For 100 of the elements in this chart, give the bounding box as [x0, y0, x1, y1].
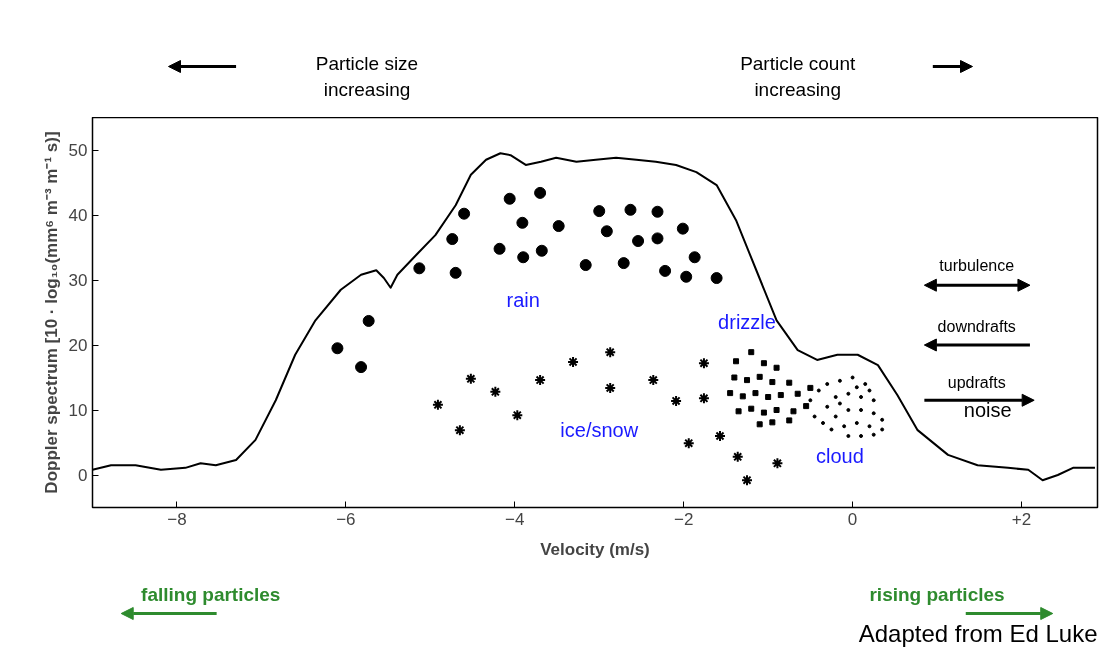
point — [682, 437, 695, 450]
point — [867, 388, 872, 393]
point — [752, 390, 759, 397]
point — [786, 379, 793, 386]
point — [731, 450, 744, 463]
point — [807, 384, 814, 391]
point — [659, 264, 672, 277]
point — [676, 222, 689, 235]
annotation: cloud — [816, 444, 864, 467]
annotation: downdrafts — [937, 318, 1016, 336]
annotation: rain — [506, 288, 540, 311]
point — [458, 207, 471, 220]
point — [449, 266, 462, 279]
point — [431, 398, 444, 411]
point — [837, 378, 842, 383]
point — [786, 417, 793, 424]
annotation: noise — [963, 399, 1012, 421]
point — [821, 421, 826, 425]
point — [733, 358, 740, 365]
point — [464, 372, 477, 385]
point — [808, 398, 813, 403]
point — [773, 364, 780, 371]
point — [446, 233, 459, 246]
point — [632, 235, 645, 247]
point — [769, 379, 776, 386]
point — [735, 408, 742, 415]
x-axis-title: Velocity (m/s) — [540, 539, 650, 559]
annotation: updrafts — [947, 374, 1006, 392]
point — [552, 220, 565, 233]
point — [816, 388, 821, 393]
point — [731, 374, 738, 381]
point — [859, 395, 864, 399]
text: Particle count increasing — [740, 53, 856, 100]
x-tick-label: 0 — [847, 509, 858, 529]
point — [854, 421, 859, 425]
point — [680, 270, 693, 283]
point — [825, 404, 830, 409]
point — [777, 392, 784, 399]
point — [600, 225, 613, 238]
point — [771, 457, 784, 470]
x-tick-label: −8 — [167, 509, 187, 529]
point — [535, 244, 548, 257]
point — [859, 408, 864, 412]
point — [833, 414, 838, 419]
point — [624, 203, 637, 216]
point — [842, 424, 847, 429]
text: Particle size increasing — [315, 53, 419, 100]
point — [593, 205, 606, 218]
point — [534, 186, 547, 199]
point — [710, 272, 723, 285]
point — [413, 262, 426, 275]
point — [850, 375, 855, 380]
annotation: turbulence — [939, 257, 1015, 275]
point — [604, 346, 617, 359]
point — [790, 408, 797, 415]
point — [493, 242, 506, 255]
point — [503, 192, 516, 205]
point — [756, 373, 763, 380]
point — [794, 390, 801, 397]
point — [688, 251, 701, 264]
y-tick-label: 50 — [68, 141, 88, 160]
point — [829, 427, 834, 432]
point — [697, 357, 710, 370]
text: Adapted from Ed Luke — [858, 620, 1098, 647]
text: rising particles — [869, 584, 1005, 605]
point — [765, 394, 772, 400]
y-tick-label: 0 — [78, 466, 88, 485]
point — [854, 385, 859, 390]
point — [748, 349, 755, 356]
point — [867, 424, 872, 429]
point — [859, 434, 864, 438]
point — [760, 409, 767, 416]
x-tick-label: −2 — [673, 509, 694, 529]
x-tick-label: −4 — [505, 509, 525, 529]
point — [773, 407, 780, 413]
y-tick-label: 20 — [68, 336, 88, 355]
point — [579, 259, 592, 272]
point — [727, 390, 734, 397]
point — [516, 216, 529, 229]
point — [651, 232, 664, 245]
point — [846, 408, 851, 412]
point — [697, 392, 710, 405]
y-axis-title: Doppler spectrum [10 · log₁₀(mm⁶ m⁻³ m⁻¹ s)] — [41, 131, 61, 494]
point — [846, 391, 851, 396]
point — [362, 314, 375, 327]
point — [863, 382, 868, 386]
point — [833, 395, 838, 399]
point — [812, 414, 817, 419]
point — [489, 385, 502, 398]
point — [871, 411, 876, 416]
y-tick-label: 10 — [68, 401, 88, 420]
point — [803, 403, 810, 410]
y-tick-label: 30 — [68, 271, 88, 290]
text: falling particles — [141, 584, 281, 605]
y-tick-label: 40 — [68, 206, 88, 225]
annotation: drizzle — [718, 311, 776, 334]
point — [760, 360, 767, 367]
point — [825, 382, 830, 386]
point — [880, 427, 885, 432]
point — [871, 432, 876, 437]
